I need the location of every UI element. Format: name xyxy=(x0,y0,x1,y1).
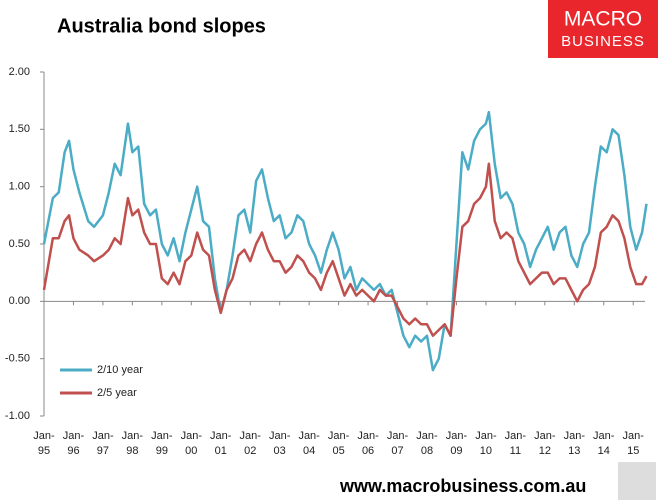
x-tick-label: Jan-13 xyxy=(563,430,585,457)
y-tick-label: 0.50 xyxy=(9,238,30,250)
y-tick-label: 0.00 xyxy=(9,295,30,307)
y-tick-label: -0.50 xyxy=(5,353,30,365)
x-tick-label: Jan-10 xyxy=(475,430,497,457)
logo-text: MACRO xyxy=(564,8,642,31)
x-tick-label: Jan-15 xyxy=(622,430,644,457)
logo-box xyxy=(548,0,658,58)
x-tick-label: Jan-98 xyxy=(121,430,144,457)
x-tick-label: Jan-02 xyxy=(239,430,261,457)
x-tick-label: Jan-07 xyxy=(386,430,409,457)
y-tick-label: 2.00 xyxy=(9,66,30,78)
x-tick-label: Jan-09 xyxy=(445,430,468,457)
chart-title: Australia bond slopes xyxy=(57,15,266,37)
x-tick-label: Jan-96 xyxy=(62,430,85,457)
x-tick-label: Jan-04 xyxy=(298,430,320,457)
x-tick-label: Jan-95 xyxy=(33,430,55,457)
logo-image xyxy=(618,462,656,500)
x-tick-label: Jan-99 xyxy=(151,430,173,457)
y-tick-label: 1.50 xyxy=(9,123,30,135)
x-tick-label: Jan-05 xyxy=(327,430,350,457)
legend-label: 2/5 year xyxy=(97,387,137,399)
x-tick-label: Jan-08 xyxy=(416,430,438,457)
y-tick-label: -1.00 xyxy=(5,410,30,422)
legend-label: 2/10 year xyxy=(97,364,143,376)
y-tick-label: 1.00 xyxy=(9,181,30,193)
x-tick-label: Jan-11 xyxy=(504,430,527,457)
footer: www.macrobusiness.com.au xyxy=(339,476,586,496)
x-tick-label: Jan-97 xyxy=(92,430,114,457)
x-tick-label: Jan-06 xyxy=(357,430,379,457)
x-tick-label: Jan-03 xyxy=(268,430,291,457)
logo-text: BUSINESS xyxy=(561,33,645,50)
x-tick-label: Jan-01 xyxy=(210,430,232,457)
x-tick-label: Jan-12 xyxy=(534,430,556,457)
series-line xyxy=(42,110,648,372)
series-line xyxy=(42,162,648,337)
x-tick-label: Jan-14 xyxy=(593,430,615,457)
x-tick-label: Jan-00 xyxy=(180,430,202,457)
